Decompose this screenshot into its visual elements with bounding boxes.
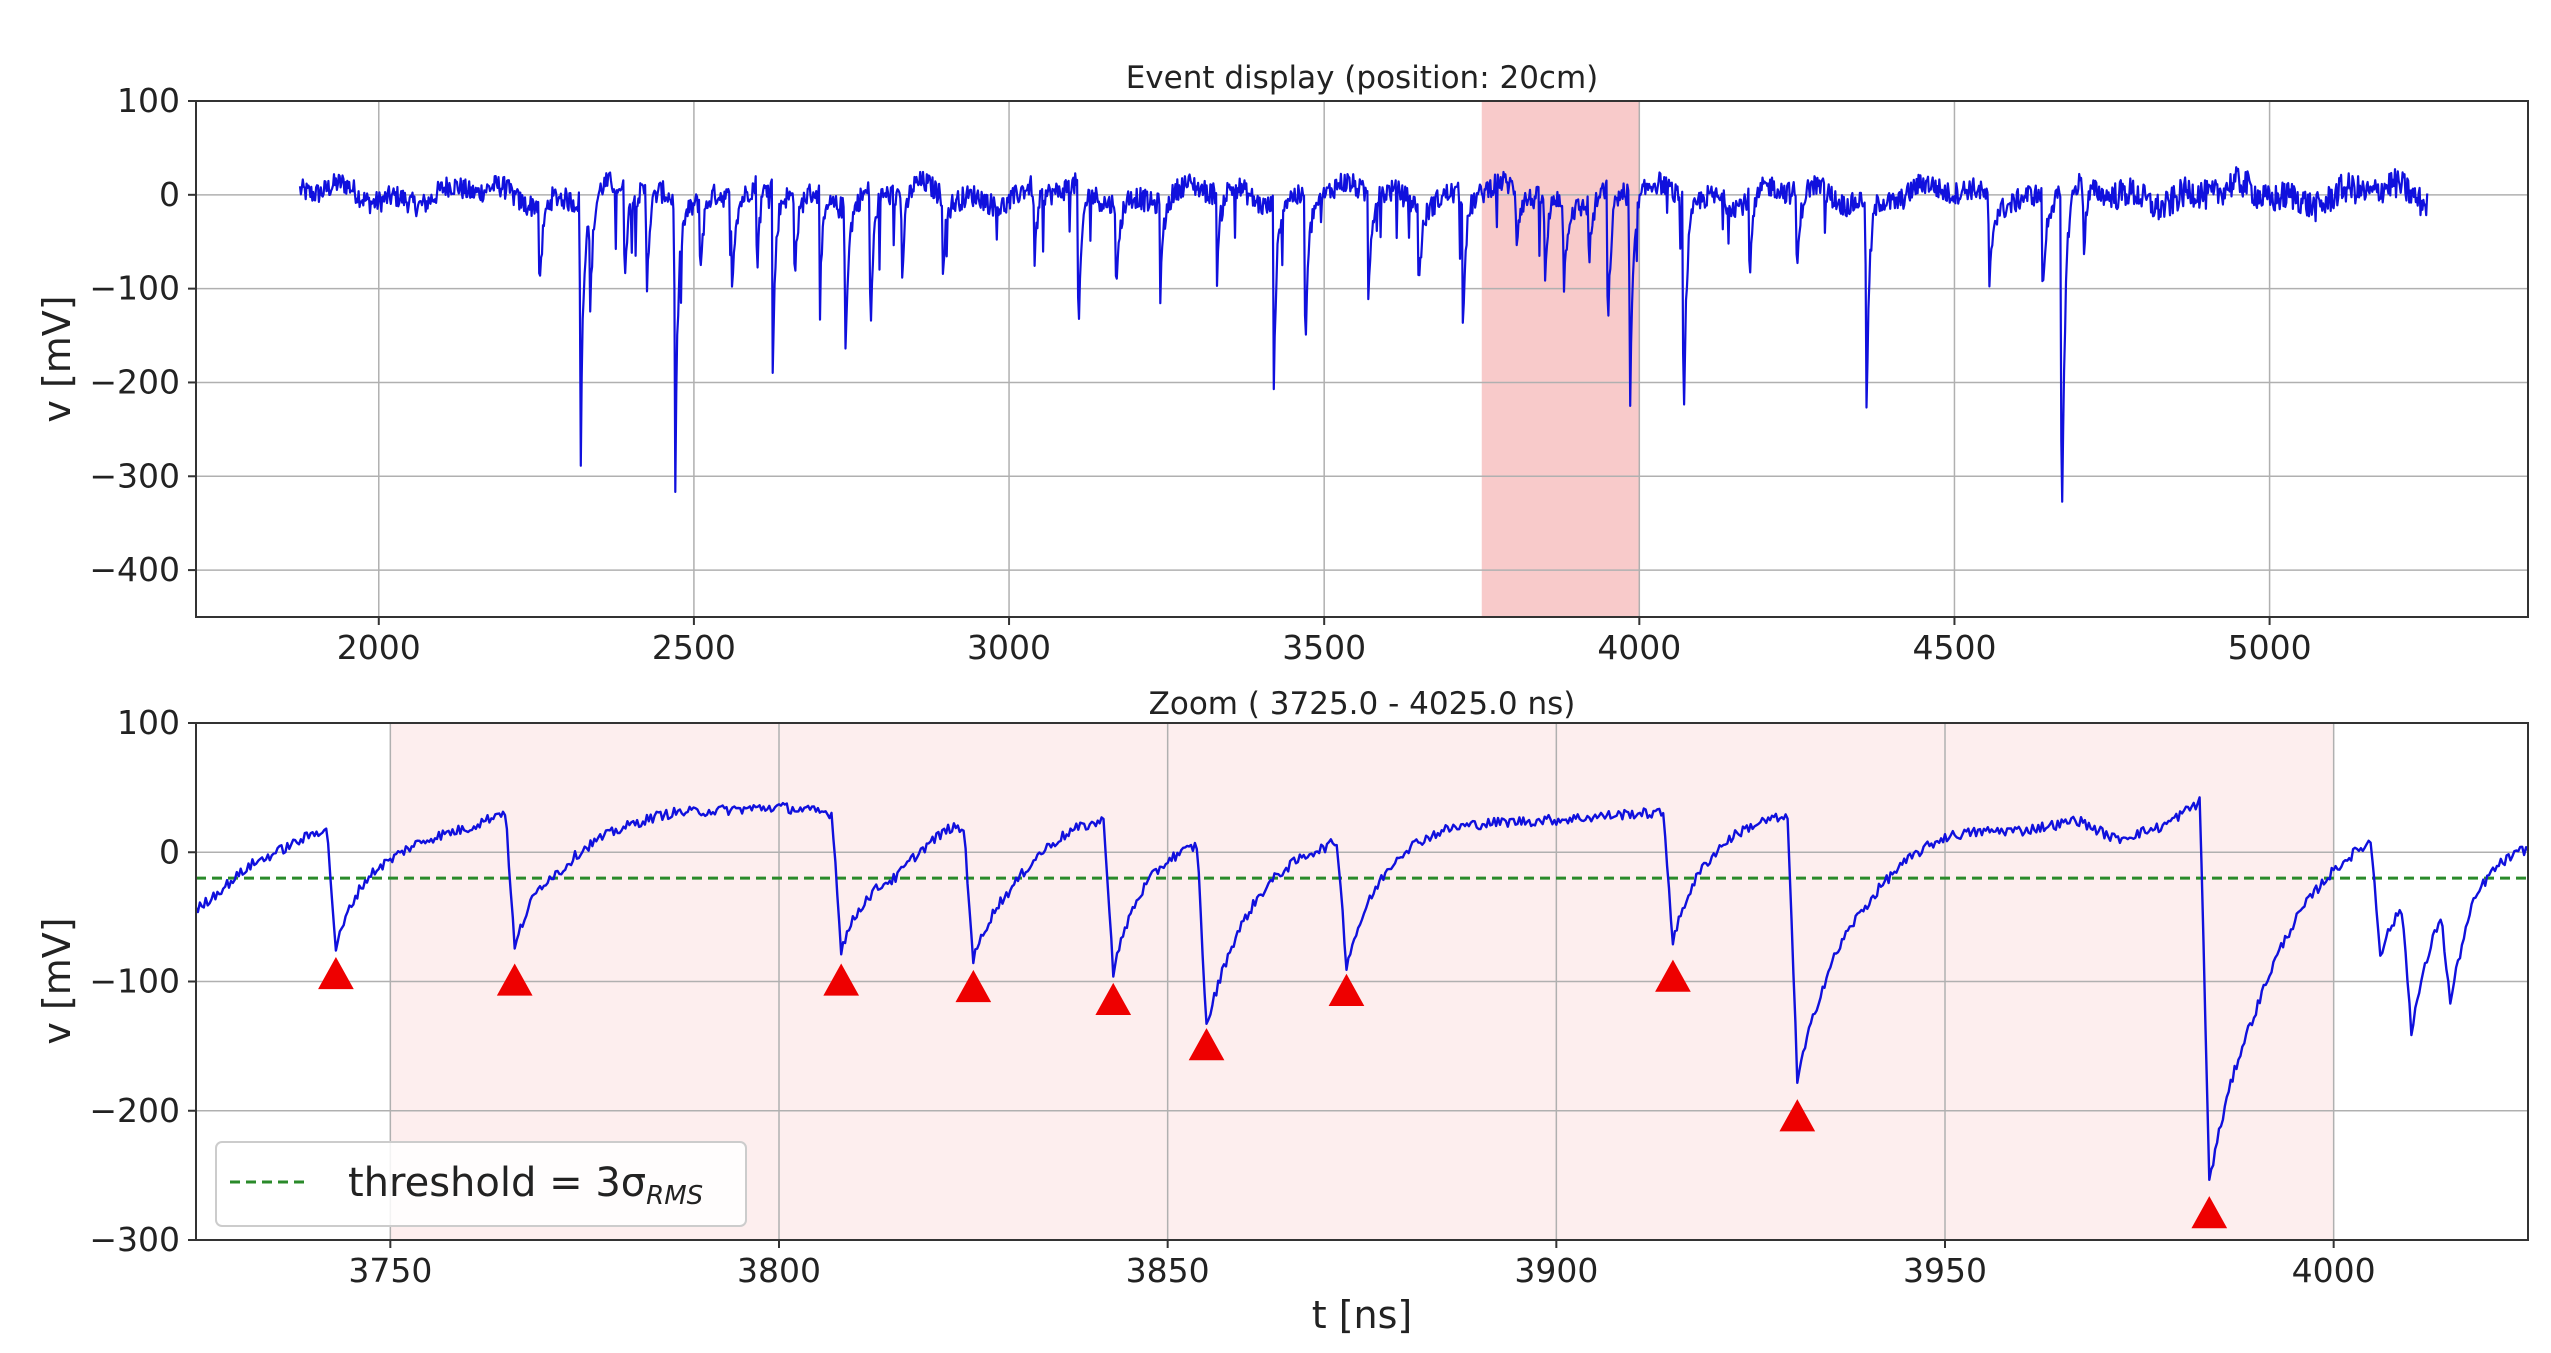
y-tick-label: 100 — [117, 81, 180, 120]
legend: threshold = 3σRMS — [215, 1141, 747, 1227]
x-tick-label: 3500 — [1282, 628, 1366, 667]
peak-markers — [318, 957, 2228, 1229]
peak-marker — [1779, 1099, 1816, 1132]
y-tick-label: 0 — [159, 832, 180, 871]
y-tick-label: −200 — [89, 1091, 180, 1130]
x-tick-labels: 2000 2500 3000 3500 4000 4500 5000 — [337, 617, 2312, 667]
peak-marker — [2191, 1196, 2228, 1229]
chart-title: Zoom ( 3725.0 - 4025.0 ns) — [1149, 686, 1576, 722]
x-tick-label: 4000 — [2292, 1251, 2376, 1290]
x-tick-label: 4000 — [1597, 628, 1681, 667]
plot-frame — [195, 100, 2529, 618]
x-axis-label: t [ns] — [1312, 1293, 1413, 1337]
chart-title: Event display (position: 20cm) — [1126, 60, 1599, 96]
event-display-panel: 2000 2500 3000 3500 4000 4500 5000 100 0 −100 −20… — [35, 60, 2529, 667]
y-tick-label: −100 — [89, 962, 180, 1001]
peak-marker — [1188, 1028, 1225, 1061]
waveform-series — [194, 796, 2530, 1181]
legend-label-subscript: RMS — [646, 1181, 703, 1211]
legend-label-main: threshold = 3σ — [348, 1160, 646, 1206]
peak-marker — [823, 963, 860, 996]
series-line — [194, 796, 2530, 1181]
x-tick-label: 5000 — [2228, 628, 2312, 667]
peak-marker — [1655, 959, 1691, 992]
peak-marker — [496, 963, 533, 996]
peak-marker — [1095, 982, 1132, 1015]
x-tick-label: 3750 — [348, 1251, 432, 1290]
x-tick-label: 3850 — [1126, 1251, 1210, 1290]
y-tick-label: −400 — [89, 550, 180, 589]
series-line — [298, 166, 2429, 503]
y-tick-labels: 100 0 −100 −200 −300 −400 — [89, 81, 196, 589]
legend-label: threshold = 3σRMS — [348, 1160, 703, 1211]
y-axis-label: v [mV] — [35, 295, 79, 422]
legend-box — [215, 1141, 747, 1227]
y-tick-label: −300 — [89, 456, 180, 495]
peak-marker — [318, 957, 354, 990]
x-tick-label: 2500 — [652, 628, 736, 667]
y-tick-label: 0 — [159, 175, 180, 214]
y-tick-label: −300 — [89, 1220, 180, 1259]
x-tick-labels: 3750 3800 3850 3900 3950 4000 — [348, 1240, 2376, 1290]
x-tick-label: 2000 — [337, 628, 421, 667]
x-tick-label: 3950 — [1903, 1251, 1987, 1290]
x-tick-label: 3900 — [1514, 1251, 1598, 1290]
y-axis-label: v [mV] — [35, 917, 79, 1044]
y-tick-labels: 100 0 −100 −200 −300 — [89, 703, 196, 1259]
peak-marker — [955, 969, 992, 1003]
peak-marker — [1328, 973, 1365, 1006]
y-tick-label: −200 — [89, 362, 180, 401]
y-tick-label: −100 — [89, 269, 180, 308]
zoom-panel: 3750 3800 3850 3900 3950 4000 100 0 −100 −200 −30… — [35, 686, 2530, 1337]
waveform-series — [298, 166, 2429, 503]
x-tick-label: 3000 — [967, 628, 1051, 667]
y-tick-label: 100 — [117, 703, 180, 742]
x-tick-label: 3800 — [737, 1251, 821, 1290]
plot-area-background — [196, 101, 2528, 617]
x-tick-label: 4500 — [1912, 628, 1996, 667]
